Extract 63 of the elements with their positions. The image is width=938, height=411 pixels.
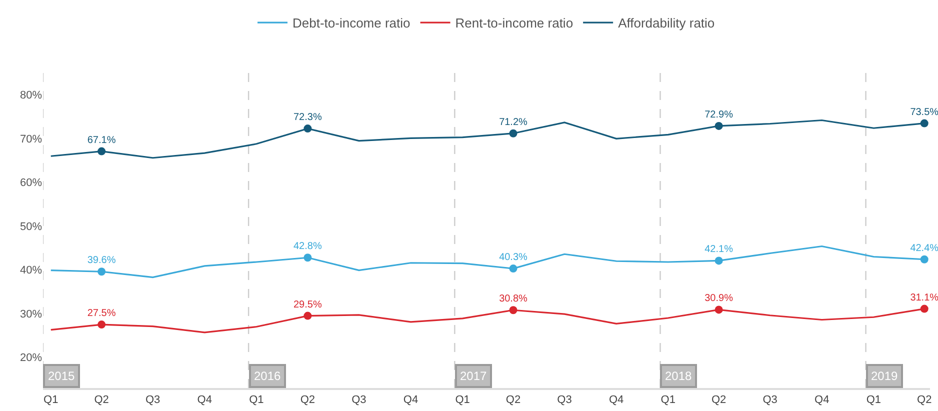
data-label: 29.5% bbox=[294, 299, 322, 310]
ref-line-label: 2019 bbox=[871, 369, 898, 383]
data-label: 73.5% bbox=[910, 106, 938, 118]
point bbox=[714, 122, 723, 130]
x-tick-label: Q1 bbox=[455, 394, 470, 406]
x-tick-label: Q1 bbox=[44, 394, 58, 406]
data-label: 72.3% bbox=[294, 112, 322, 124]
point bbox=[304, 254, 312, 262]
point bbox=[304, 124, 312, 133]
point bbox=[98, 320, 106, 329]
point bbox=[920, 255, 928, 264]
x-tick-label: Q1 bbox=[660, 394, 676, 406]
y-tick-label: 70% bbox=[20, 133, 42, 146]
y-tick-label: 60% bbox=[20, 177, 42, 190]
y-tick-label: 20% bbox=[20, 352, 42, 364]
data-label: 67.1% bbox=[87, 134, 116, 146]
ref-line-label: 2018 bbox=[665, 369, 692, 383]
data-label: 42.1% bbox=[704, 244, 734, 256]
data-label: 72.9% bbox=[704, 109, 734, 120]
x-tick-label: Q3 bbox=[145, 394, 160, 406]
point bbox=[920, 304, 928, 313]
data-label: 30.9% bbox=[704, 293, 734, 304]
x-tick-label: Q2 bbox=[300, 394, 316, 406]
data-label: 40.3% bbox=[499, 252, 528, 264]
data-label: 42.4% bbox=[910, 242, 938, 254]
ref-line-label: 2017 bbox=[460, 369, 488, 383]
point bbox=[509, 264, 518, 273]
data-label: 71.2% bbox=[499, 116, 528, 128]
legend-label: Rent-to-income ratio bbox=[455, 16, 574, 31]
data-label: 27.5% bbox=[87, 308, 116, 320]
point bbox=[509, 129, 518, 138]
point bbox=[509, 306, 518, 314]
point bbox=[714, 256, 723, 265]
point bbox=[98, 268, 106, 276]
x-tick-label: Q2 bbox=[711, 394, 726, 406]
x-tick-label: Q3 bbox=[762, 394, 778, 406]
x-tick-label: Q1 bbox=[866, 394, 882, 406]
legend-label: Debt-to-income ratio bbox=[292, 16, 410, 31]
y-tick-label: 50% bbox=[20, 220, 42, 233]
x-tick-label: Q3 bbox=[557, 394, 572, 406]
y-tick-label: 30% bbox=[20, 308, 42, 320]
y-tick-label: 40% bbox=[20, 264, 42, 277]
data-label: 30.8% bbox=[499, 294, 528, 305]
point bbox=[304, 312, 312, 320]
x-tick-label: Q4 bbox=[814, 394, 830, 406]
ref-line-label: 2015 bbox=[48, 369, 76, 383]
x-tick-label: Q2 bbox=[506, 394, 521, 406]
data-label: 39.6% bbox=[87, 255, 116, 266]
data-label: 31.1% bbox=[910, 292, 938, 304]
x-tick-label: Q2 bbox=[917, 394, 932, 406]
x-tick-label: Q2 bbox=[94, 394, 109, 406]
x-tick-label: Q4 bbox=[197, 394, 212, 406]
y-tick-label: 80% bbox=[20, 90, 42, 102]
point bbox=[98, 147, 106, 156]
x-tick-label: Q3 bbox=[352, 394, 366, 406]
point bbox=[920, 119, 928, 128]
legend-label: Affordability ratio bbox=[618, 16, 715, 31]
data-label: 42.8% bbox=[294, 241, 322, 252]
x-tick-label: Q1 bbox=[249, 394, 264, 406]
point bbox=[714, 306, 723, 314]
x-tick-label: Q4 bbox=[608, 394, 624, 406]
ref-line-label: 2016 bbox=[254, 369, 282, 383]
x-tick-label: Q4 bbox=[403, 394, 418, 406]
